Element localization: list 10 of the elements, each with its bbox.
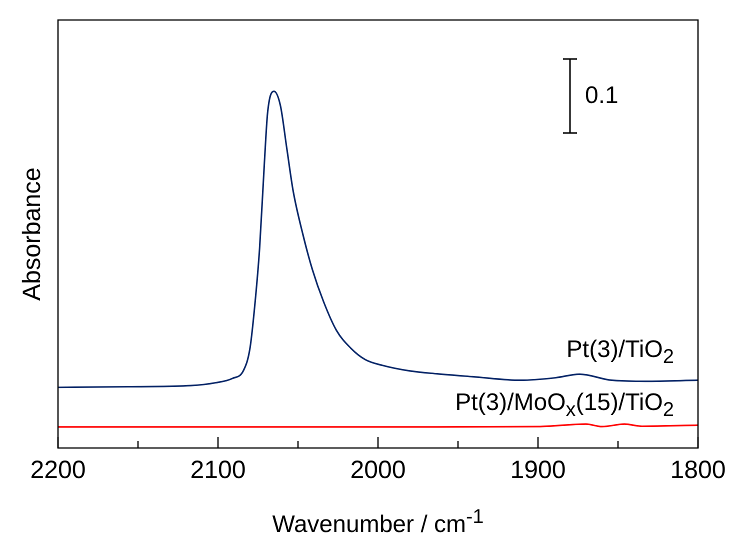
x-tick-label: 1900 — [510, 456, 566, 484]
series-label: Pt(3)/TiO$_{2}$ — [566, 336, 674, 370]
x-tick-label: 1800 — [670, 456, 726, 484]
x-tick-label: 2000 — [350, 456, 406, 484]
series-label: Pt(3)/MoO$_{x}$(15)/TiO$_{2}$ — [455, 389, 674, 422]
y-axis-title: Absorbance — [18, 167, 46, 301]
annotation: 0.1 — [585, 82, 618, 110]
x-axis-title: Wavenumber / cm$^{-1}$ — [271, 506, 485, 538]
x-tick-label: 2200 — [30, 456, 86, 484]
x-tick-label: 2100 — [190, 456, 246, 484]
